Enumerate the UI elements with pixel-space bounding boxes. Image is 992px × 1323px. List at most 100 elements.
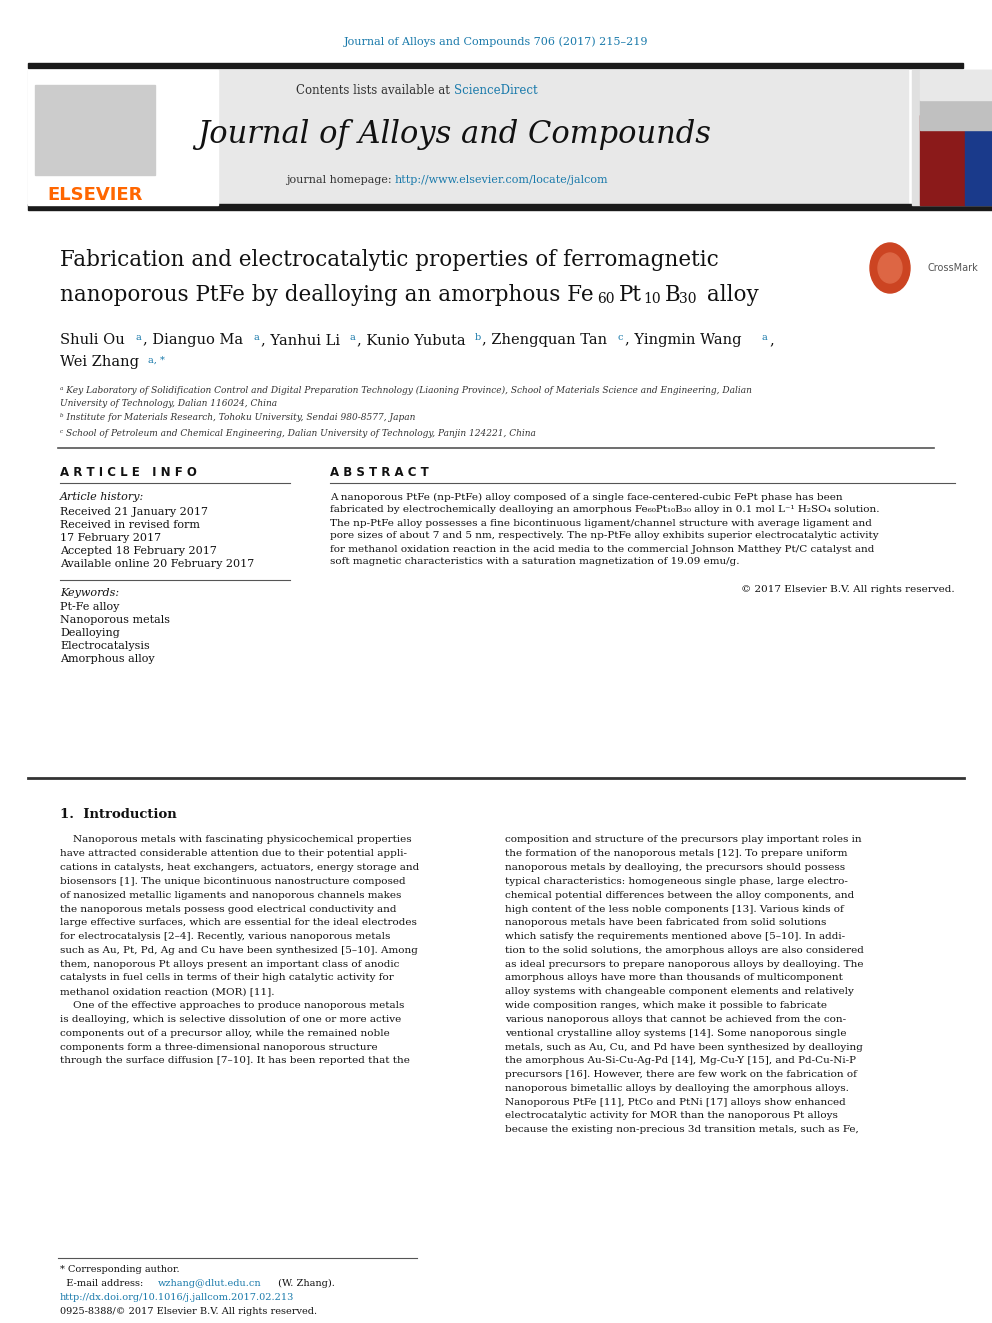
Text: typical characteristics: homogeneous single phase, large electro-: typical characteristics: homogeneous sin… [505,877,848,886]
Text: b: b [475,333,481,343]
Text: Received in revised form: Received in revised form [60,520,200,531]
Text: for methanol oxidation reaction in the acid media to the commercial Johnson Matt: for methanol oxidation reaction in the a… [330,545,874,553]
Text: ,: , [769,333,774,347]
Text: , Zhengquan Tan: , Zhengquan Tan [482,333,612,347]
Text: composition and structure of the precursors play important roles in: composition and structure of the precurs… [505,836,862,844]
Ellipse shape [878,253,902,283]
Text: a: a [136,333,142,343]
Text: large effective surfaces, which are essential for the ideal electrodes: large effective surfaces, which are esse… [60,918,417,927]
Text: Accepted 18 February 2017: Accepted 18 February 2017 [60,546,217,556]
Text: pore sizes of about 7 and 5 nm, respectively. The np-PtFe alloy exhibits superio: pore sizes of about 7 and 5 nm, respecti… [330,532,879,541]
Text: electrocatalytic activity for MOR than the nanoporous Pt alloys: electrocatalytic activity for MOR than t… [505,1111,838,1121]
Text: Pt-Fe alloy: Pt-Fe alloy [60,602,119,613]
Text: ᵃ Key Laboratory of Solidification Control and Digital Preparation Technology (L: ᵃ Key Laboratory of Solidification Contr… [60,385,752,394]
Text: chemical potential differences between the alloy components, and: chemical potential differences between t… [505,890,854,900]
Text: University of Technology, Dalian 116024, China: University of Technology, Dalian 116024,… [60,398,277,407]
Text: A B S T R A C T: A B S T R A C T [330,466,429,479]
Bar [920,101,992,130]
Text: Nanoporous metals with fascinating physicochemical properties: Nanoporous metals with fascinating physi… [60,836,412,844]
Text: cations in catalysts, heat exchangers, actuators, energy storage and: cations in catalysts, heat exchangers, a… [60,863,420,872]
Text: The np-PtFe alloy possesses a fine bicontinuous ligament/channel structure with : The np-PtFe alloy possesses a fine bicon… [330,519,872,528]
Text: Journal of Alloys and Compounds 706 (2017) 215–219: Journal of Alloys and Compounds 706 (201… [344,37,648,48]
Text: Article history:: Article history: [60,492,144,501]
Bar [965,115,992,205]
Text: Shuli Ou: Shuli Ou [60,333,129,347]
Text: , Yanhui Li: , Yanhui Li [261,333,345,347]
Text: 10: 10 [643,292,661,306]
Text: because the existing non-precious 3d transition metals, such as Fe,: because the existing non-precious 3d tra… [505,1126,859,1134]
Text: alloy systems with changeable component elements and relatively: alloy systems with changeable component … [505,987,854,996]
Text: tion to the solid solutions, the amorphous alloys are also considered: tion to the solid solutions, the amorpho… [505,946,864,955]
Text: CrossMark: CrossMark [928,263,979,273]
Text: wide composition ranges, which make it possible to fabricate: wide composition ranges, which make it p… [505,1002,827,1009]
Text: metals, such as Au, Cu, and Pd have been synthesized by dealloying: metals, such as Au, Cu, and Pd have been… [505,1043,863,1052]
Text: 17 February 2017: 17 February 2017 [60,533,161,542]
Text: ScienceDirect: ScienceDirect [454,83,538,97]
Text: © 2017 Elsevier B.V. All rights reserved.: © 2017 Elsevier B.V. All rights reserved… [741,586,955,594]
Text: nanoporous metals have been fabricated from solid solutions: nanoporous metals have been fabricated f… [505,918,826,927]
Text: ELSEVIER: ELSEVIER [48,187,143,204]
Text: the formation of the nanoporous metals [12]. To prepare uniform: the formation of the nanoporous metals [… [505,849,847,859]
Bar [28,64,963,67]
Text: B: B [665,284,681,306]
Text: Nanoporous metals: Nanoporous metals [60,615,170,624]
Text: of nanosized metallic ligaments and nanoporous channels makes: of nanosized metallic ligaments and nano… [60,890,402,900]
Text: , Yingmin Wang: , Yingmin Wang [625,333,746,347]
Bar [28,70,218,205]
Text: Keywords:: Keywords: [60,587,119,598]
Text: http://dx.doi.org/10.1016/j.jallcom.2017.02.213: http://dx.doi.org/10.1016/j.jallcom.2017… [60,1294,295,1303]
Text: 0925-8388/© 2017 Elsevier B.V. All rights reserved.: 0925-8388/© 2017 Elsevier B.V. All right… [60,1307,317,1315]
Text: fabricated by electrochemically dealloying an amorphous Fe₆₀Pt₁₀B₃₀ alloy in 0.1: fabricated by electrochemically dealloyi… [330,505,880,515]
Text: various nanoporous alloys that cannot be achieved from the con-: various nanoporous alloys that cannot be… [505,1015,846,1024]
Bar [920,70,992,101]
Text: methanol oxidation reaction (MOR) [11].: methanol oxidation reaction (MOR) [11]. [60,987,275,996]
Text: 60: 60 [597,292,614,306]
Text: nanoporous bimetallic alloys by dealloying the amorphous alloys.: nanoporous bimetallic alloys by dealloyi… [505,1084,849,1093]
Text: nanoporous PtFe by dealloying an amorphous Fe: nanoporous PtFe by dealloying an amorpho… [60,284,593,306]
Bar [28,204,992,210]
Text: Amorphous alloy: Amorphous alloy [60,654,155,664]
Text: 30: 30 [679,292,696,306]
Text: Wei Zhang: Wei Zhang [60,355,144,369]
Text: (W. Zhang).: (W. Zhang). [275,1278,335,1287]
Text: ᶜ School of Petroleum and Chemical Engineering, Dalian University of Technology,: ᶜ School of Petroleum and Chemical Engin… [60,429,536,438]
Text: Contents lists available at: Contents lists available at [297,83,454,97]
Text: have attracted considerable attention due to their potential appli-: have attracted considerable attention du… [60,849,407,859]
Text: Pt: Pt [619,284,642,306]
Bar [912,70,992,205]
Text: them, nanoporous Pt alloys present an important class of anodic: them, nanoporous Pt alloys present an im… [60,959,400,968]
Text: , Kunio Yubuta: , Kunio Yubuta [357,333,470,347]
Text: , Dianguo Ma: , Dianguo Ma [143,333,248,347]
Text: A nanoporous PtFe (np-PtFe) alloy composed of a single face-centered-cubic FePt : A nanoporous PtFe (np-PtFe) alloy compos… [330,492,842,501]
Text: ᵇ Institute for Materials Research, Tohoku University, Sendai 980-8577, Japan: ᵇ Institute for Materials Research, Toho… [60,414,416,422]
Text: c: c [618,333,624,343]
Text: A R T I C L E   I N F O: A R T I C L E I N F O [60,466,196,479]
Bar [28,70,908,205]
Text: journal homepage:: journal homepage: [286,175,395,185]
Text: the amorphous Au-Si-Cu-Ag-Pd [14], Mg-Cu-Y [15], and Pd-Cu-Ni-P: the amorphous Au-Si-Cu-Ag-Pd [14], Mg-Cu… [505,1056,856,1065]
Text: a: a [350,333,356,343]
Text: which satisfy the requirements mentioned above [5–10]. In addi-: which satisfy the requirements mentioned… [505,933,845,941]
Text: Fabrication and electrocatalytic properties of ferromagnetic: Fabrication and electrocatalytic propert… [60,249,719,271]
Text: alloy: alloy [700,284,759,306]
Text: a, *: a, * [148,356,165,365]
Text: E-mail address:: E-mail address: [60,1278,147,1287]
Text: high content of the less noble components [13]. Various kinds of: high content of the less noble component… [505,905,844,913]
Text: components form a three-dimensional nanoporous structure: components form a three-dimensional nano… [60,1043,378,1052]
Text: the nanoporous metals possess good electrical conductivity and: the nanoporous metals possess good elect… [60,905,397,913]
Text: * Corresponding author.: * Corresponding author. [60,1266,180,1274]
Text: through the surface diffusion [7–10]. It has been reported that the: through the surface diffusion [7–10]. It… [60,1056,410,1065]
Text: components out of a precursor alloy, while the remained noble: components out of a precursor alloy, whi… [60,1029,390,1037]
Text: Journal of Alloys and Compounds: Journal of Alloys and Compounds [197,119,711,151]
Ellipse shape [870,243,910,292]
Text: nanoporous metals by dealloying, the precursors should possess: nanoporous metals by dealloying, the pre… [505,863,845,872]
Text: One of the effective approaches to produce nanoporous metals: One of the effective approaches to produ… [60,1002,405,1009]
Text: Received 21 January 2017: Received 21 January 2017 [60,507,208,517]
Text: for electrocatalysis [2–4]. Recently, various nanoporous metals: for electrocatalysis [2–4]. Recently, va… [60,933,391,941]
Text: as ideal precursors to prepare nanoporous alloys by dealloying. The: as ideal precursors to prepare nanoporou… [505,959,863,968]
Text: http://www.elsevier.com/locate/jalcom: http://www.elsevier.com/locate/jalcom [395,175,609,185]
Bar [35,85,155,175]
Text: a: a [254,333,260,343]
Text: biosensors [1]. The unique bicontinuous nanostructure composed: biosensors [1]. The unique bicontinuous … [60,877,406,886]
Text: amorphous alloys have more than thousands of multicomponent: amorphous alloys have more than thousand… [505,974,843,983]
